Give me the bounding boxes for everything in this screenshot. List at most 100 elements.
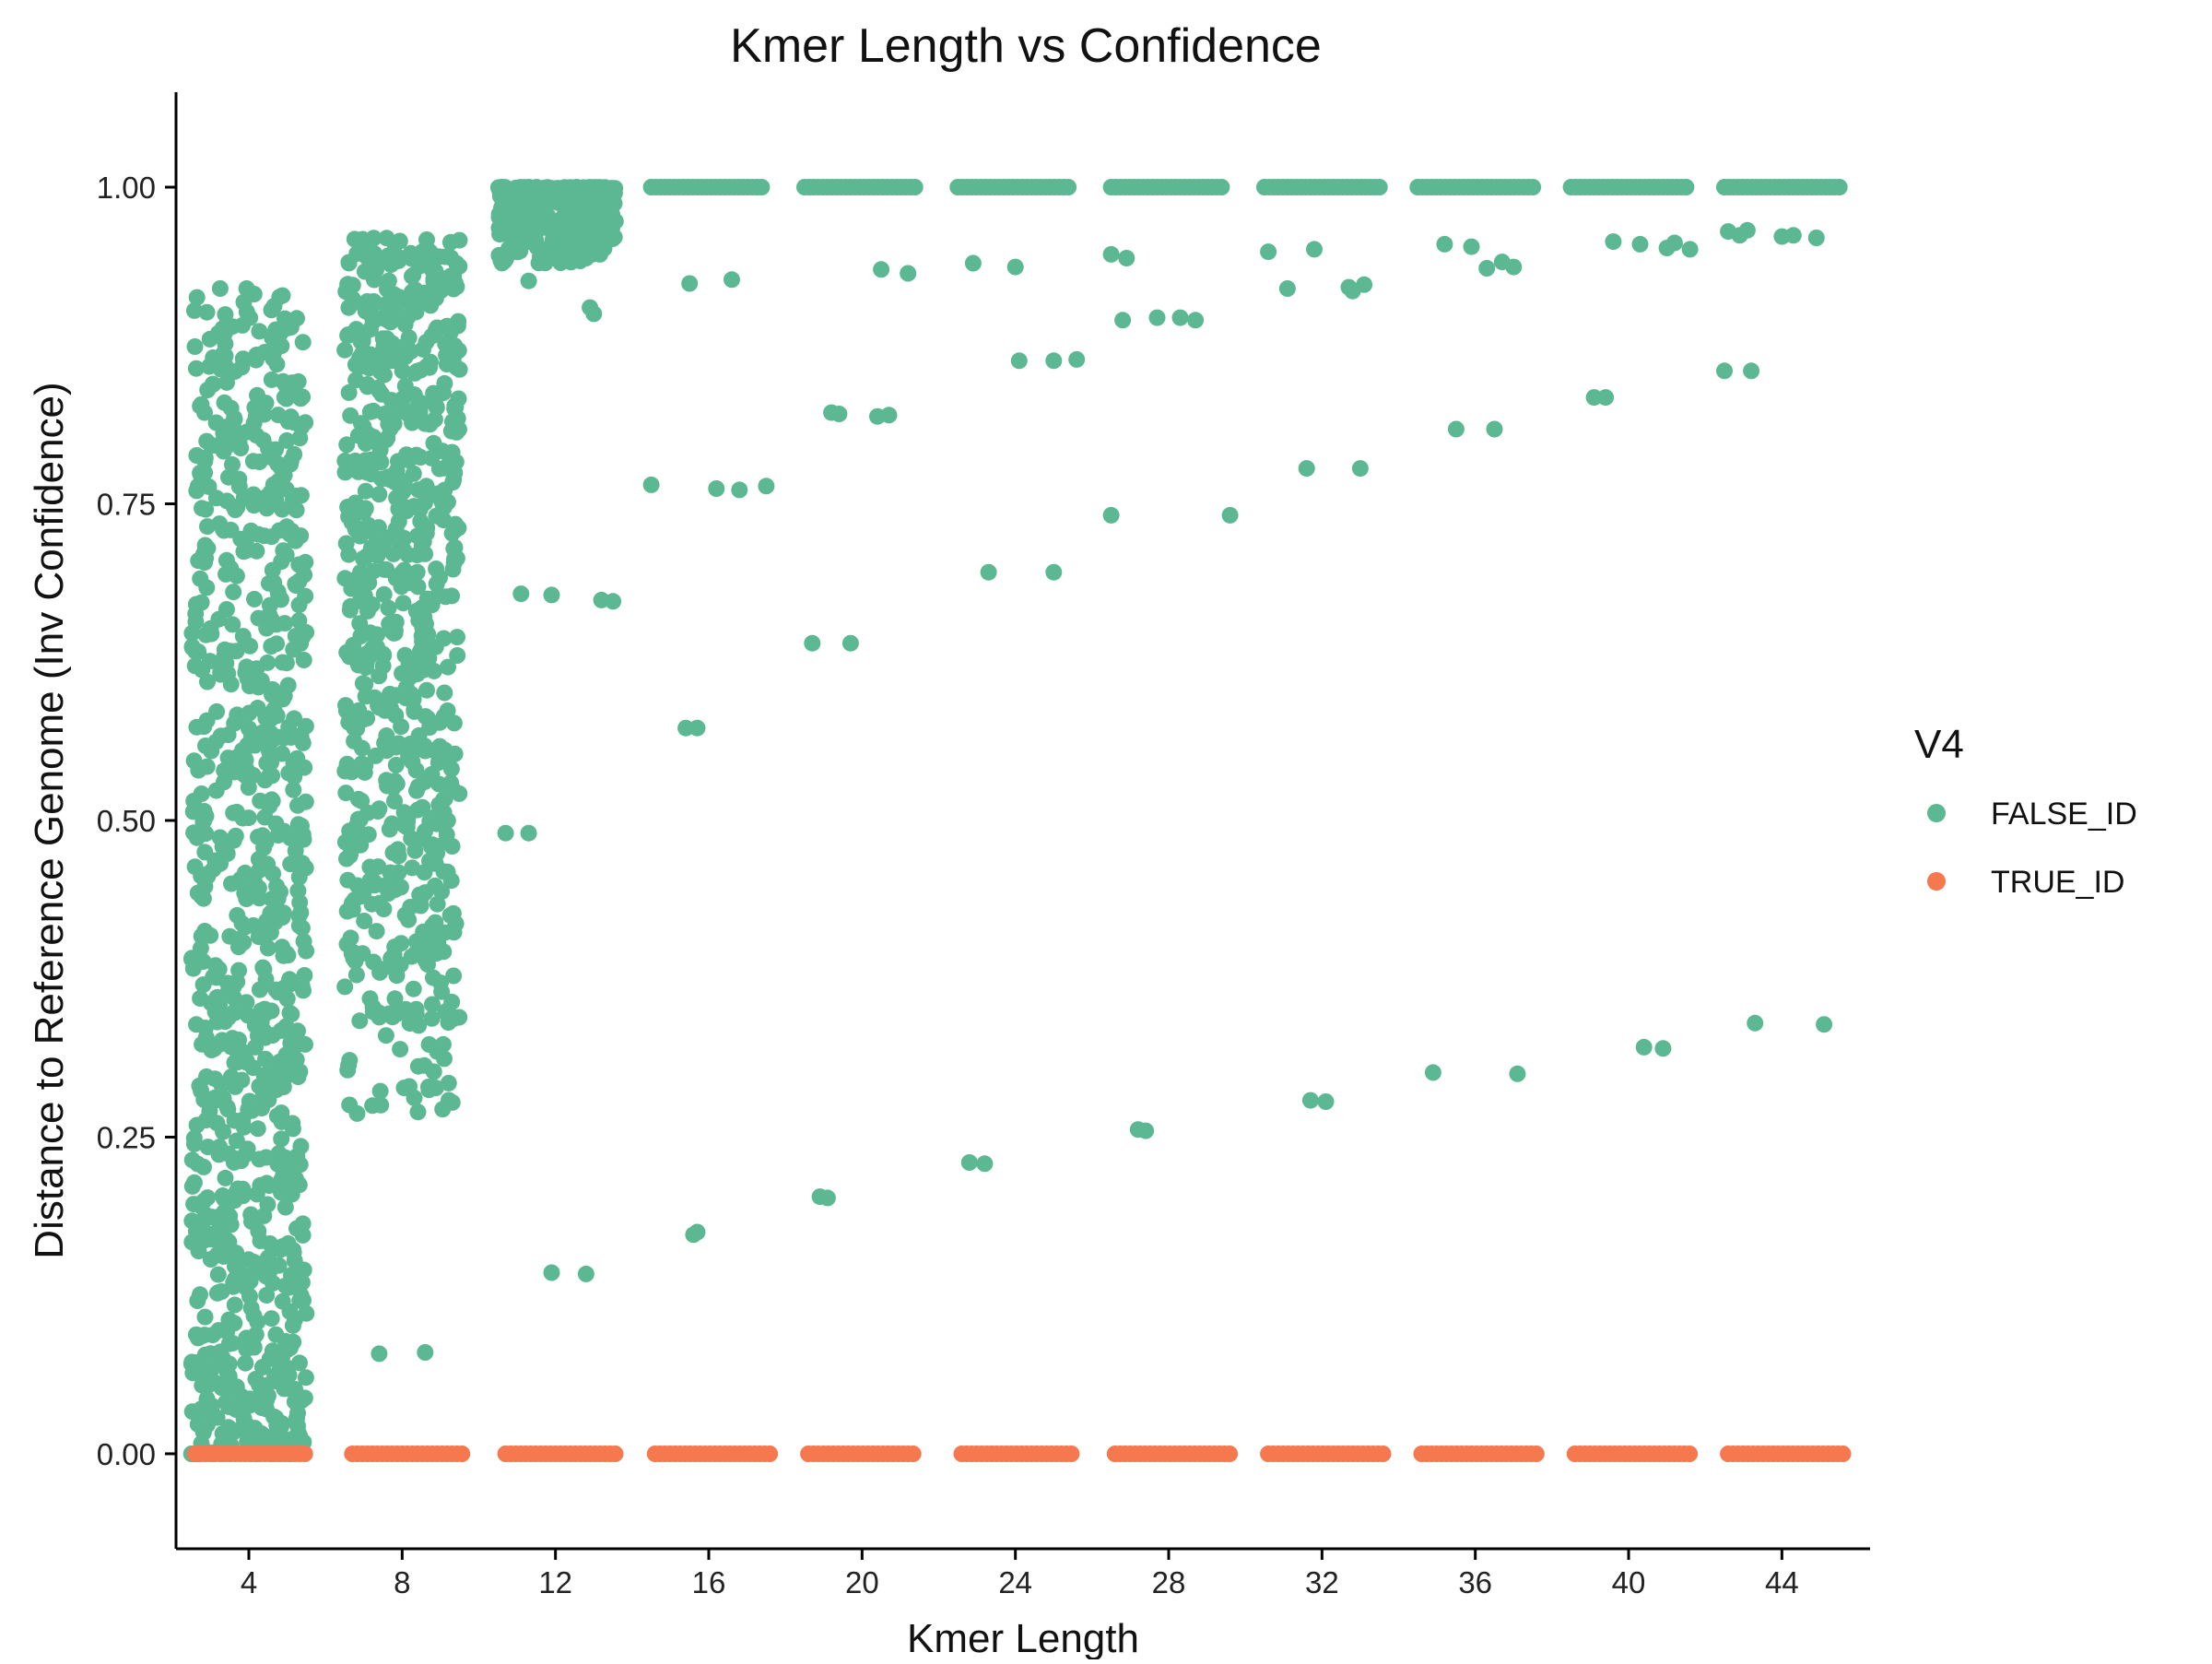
data-point-false-id (247, 1038, 264, 1056)
data-point-false-id (294, 334, 312, 351)
data-point-false-id (359, 572, 376, 589)
data-point-false-id (424, 996, 441, 1013)
data-point-false-id (371, 1345, 388, 1363)
data-point-true-id (1221, 1446, 1239, 1462)
data-point-false-id (194, 500, 210, 517)
x-tick-label: 4 (241, 1565, 257, 1599)
data-point-false-id (290, 596, 308, 614)
data-point-false-id (520, 272, 537, 289)
data-point-false-id (418, 681, 435, 699)
data-point-false-id (577, 250, 594, 266)
data-point-false-id (410, 726, 428, 744)
data-point-false-id (381, 739, 398, 756)
data-point-false-id (1278, 280, 1296, 297)
data-point-false-id (257, 489, 275, 506)
data-point-false-id (237, 1354, 254, 1372)
data-point-false-id (1585, 389, 1603, 407)
data-point-false-id (387, 756, 405, 773)
data-point-false-id (336, 833, 354, 851)
data-point-false-id (758, 478, 775, 495)
x-tick-label: 32 (1305, 1565, 1339, 1599)
data-point-false-id (251, 981, 268, 998)
data-point-false-id (357, 676, 374, 693)
data-point-false-id (194, 976, 212, 994)
data-point-false-id (294, 628, 312, 645)
data-point-true-id (296, 1446, 313, 1462)
data-point-false-id (287, 1170, 304, 1187)
data-point-false-id (371, 486, 388, 503)
data-point-false-id (804, 634, 821, 652)
data-point-false-id (443, 838, 461, 855)
data-point-false-id (226, 1296, 243, 1314)
data-point-false-id (209, 1266, 227, 1283)
data-point-false-id (216, 773, 232, 791)
data-point-false-id (293, 919, 311, 937)
data-point-false-id (416, 494, 433, 512)
data-point-false-id (187, 360, 205, 377)
data-point-false-id (1045, 563, 1063, 581)
data-point-false-id (393, 505, 410, 523)
data-point-false-id (214, 1032, 230, 1049)
data-point-false-id (427, 1080, 444, 1097)
data-point-false-id (222, 676, 240, 693)
data-point-false-id (295, 652, 312, 668)
data-point-false-id (449, 647, 466, 664)
data-point-false-id (269, 827, 287, 844)
data-point-false-id (1447, 420, 1465, 438)
data-point-false-id (295, 933, 312, 950)
data-point-false-id (443, 779, 461, 797)
data-point-false-id (412, 513, 429, 530)
data-point-false-id (351, 615, 369, 632)
data-point-false-id (392, 1041, 409, 1058)
data-point-false-id (297, 1035, 313, 1053)
data-point-false-id (509, 213, 526, 230)
data-point-false-id (554, 253, 571, 270)
data-point-false-id (388, 490, 406, 507)
data-point-false-id (451, 360, 468, 378)
data-point-false-id (251, 454, 268, 470)
data-point-false-id (731, 481, 748, 499)
data-point-false-id (285, 781, 302, 798)
data-point-false-id (405, 980, 422, 997)
data-point-false-id (198, 758, 216, 775)
data-point-false-id (234, 1111, 252, 1128)
data-point-false-id (523, 233, 540, 251)
data-point-false-id (355, 418, 372, 435)
data-point-false-id (274, 501, 291, 518)
data-point-false-id (234, 765, 252, 782)
data-point-false-id (417, 708, 434, 726)
data-point-false-id (1306, 241, 1323, 258)
data-point-false-id (259, 1066, 276, 1083)
y-axis-title: Distance to Reference Genome (Inv Confid… (27, 382, 72, 1258)
data-point-false-id (445, 267, 463, 285)
data-point-false-id (1187, 312, 1205, 329)
data-point-false-id (197, 738, 214, 754)
data-point-false-id (288, 1410, 305, 1427)
data-point-false-id (1524, 179, 1542, 195)
data-point-false-id (371, 1009, 388, 1026)
data-point-false-id (433, 983, 451, 1000)
data-point-false-id (241, 1272, 259, 1290)
data-point-false-id (677, 719, 695, 737)
data-point-false-id (1605, 233, 1622, 251)
data-point-false-id (272, 459, 289, 476)
data-point-false-id (225, 1399, 242, 1417)
data-point-false-id (249, 1120, 266, 1138)
data-point-false-id (199, 867, 217, 885)
data-point-false-id (211, 280, 229, 297)
data-point-false-id (188, 829, 206, 846)
data-point-false-id (444, 474, 462, 491)
data-point-false-id (378, 230, 395, 247)
data-point-false-id (195, 718, 213, 736)
data-point-false-id (336, 464, 354, 481)
x-tick-label: 36 (1458, 1565, 1492, 1599)
data-point-false-id (368, 923, 385, 940)
data-point-false-id (217, 1169, 234, 1186)
data-point-false-id (231, 870, 249, 888)
data-point-false-id (294, 1215, 312, 1233)
data-point-false-id (255, 406, 273, 423)
data-point-false-id (294, 826, 312, 844)
data-point-false-id (359, 602, 376, 620)
y-tick-label: 0.25 (97, 1120, 156, 1154)
data-point-false-id (193, 1198, 210, 1215)
